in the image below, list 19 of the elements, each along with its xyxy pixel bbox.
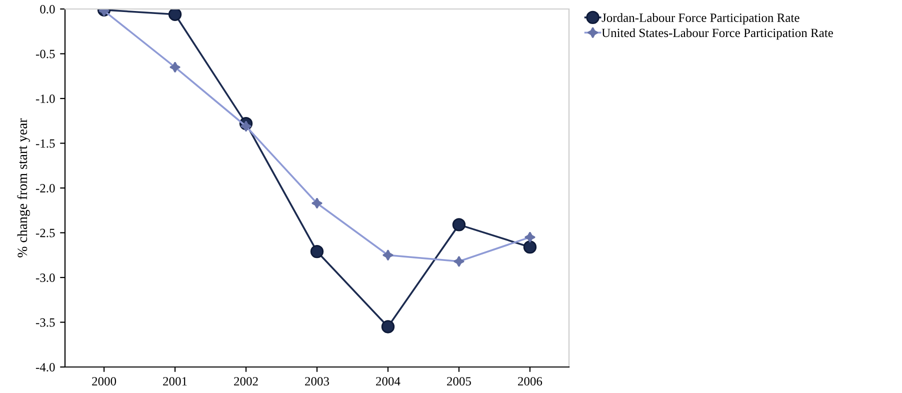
y-tick-label: -4.0 xyxy=(36,363,55,372)
y-tick-label: -0.5 xyxy=(36,50,55,58)
legend-label: United States-Labour Force Participation Rate xyxy=(602,28,833,40)
y-tick-label: -1.5 xyxy=(36,139,55,148)
y-tick-label: -3.5 xyxy=(36,318,55,327)
y-tick-label: -2.0 xyxy=(36,184,55,193)
y-tick-label: -2.5 xyxy=(36,228,55,238)
x-tick-label: 2001 xyxy=(163,377,187,386)
y-tick-label: 0.0 xyxy=(40,5,55,14)
x-tick-label: 2002 xyxy=(234,377,258,386)
x-tick-label: 2005 xyxy=(447,377,471,386)
y-axis-title: % change from start year xyxy=(17,118,30,258)
y-tick-label: -3.0 xyxy=(36,274,55,282)
legend-label: Jordan-Labour Force Participation Rate xyxy=(602,13,800,24)
x-tick-label: 2000 xyxy=(92,377,116,386)
x-tick-label: 2003 xyxy=(305,377,330,386)
y-tick-label: -1.0 xyxy=(36,94,55,104)
x-tick-label: 2006 xyxy=(518,377,542,386)
x-tick-label: 2004 xyxy=(376,377,400,386)
